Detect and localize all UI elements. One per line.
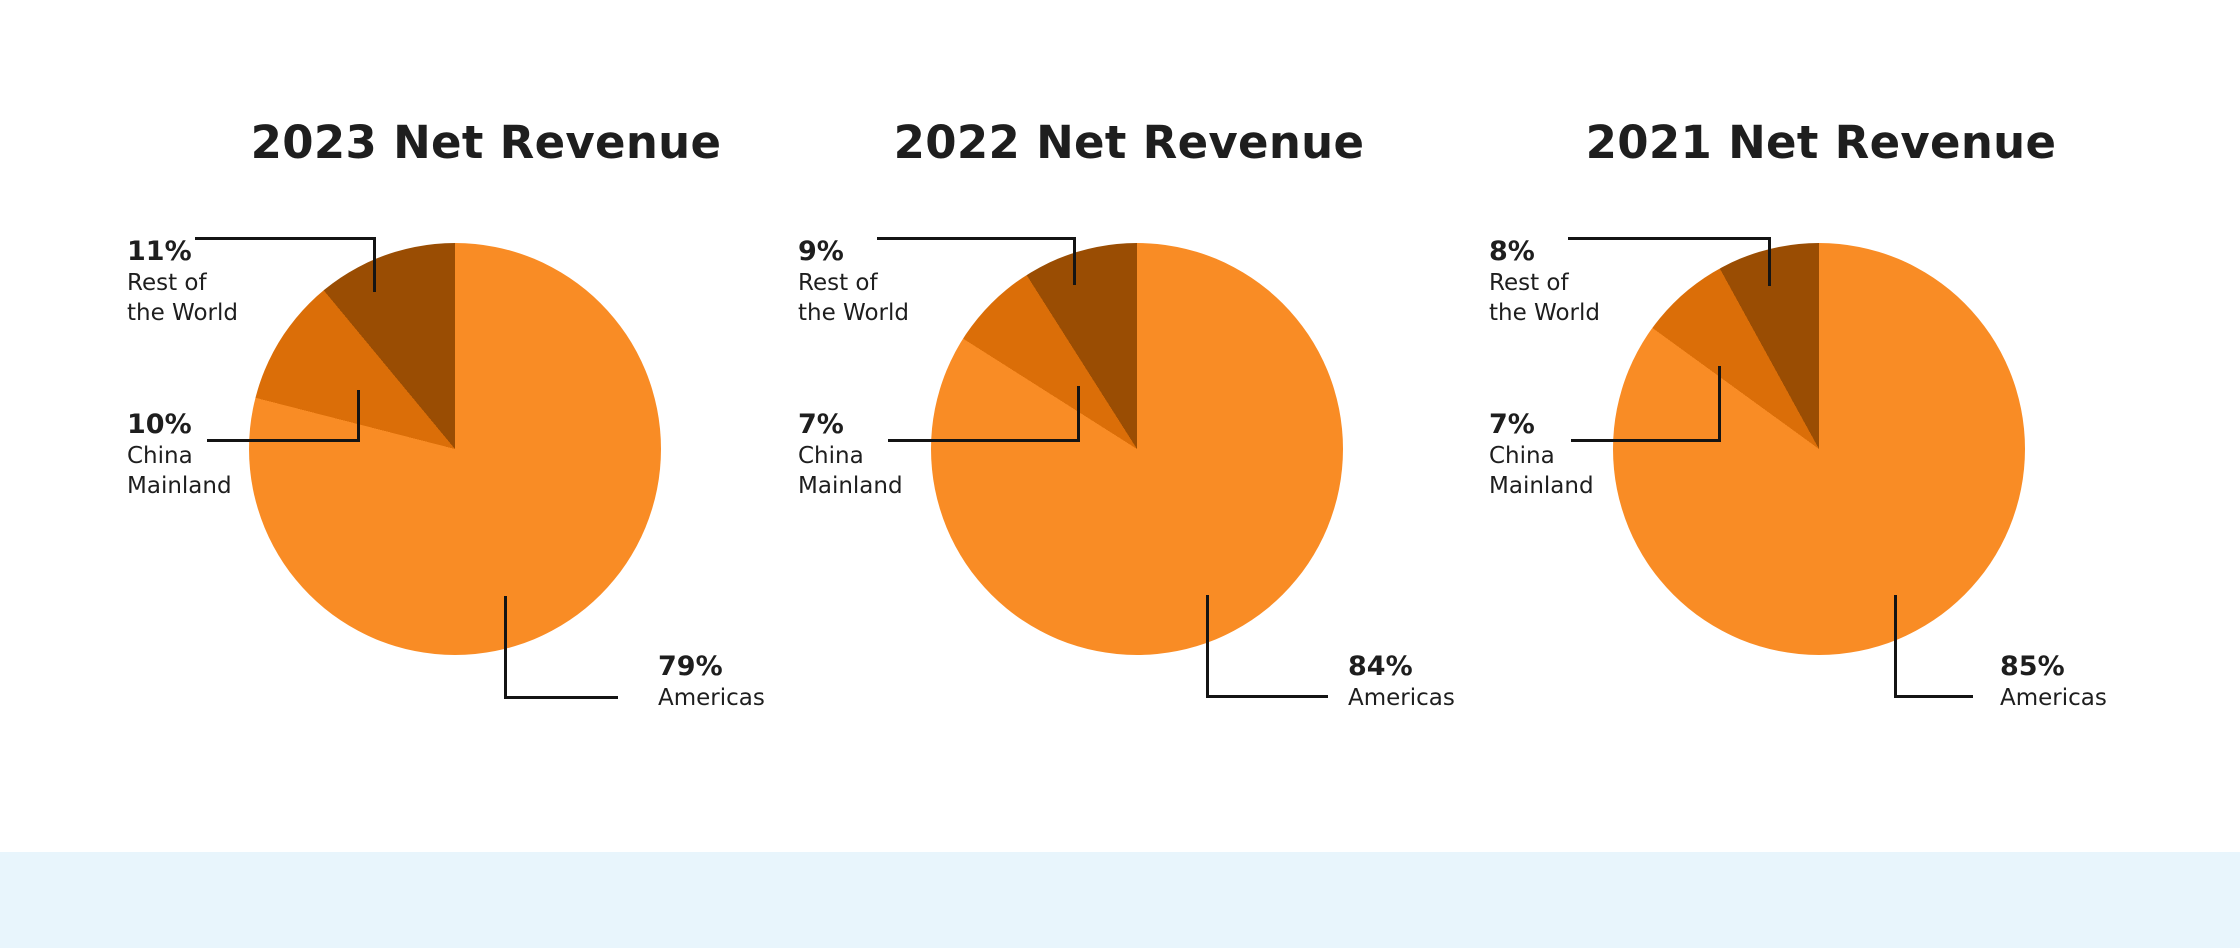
- callout-pct: 84%: [1348, 651, 1413, 682]
- leader-line-2021-china-h: [1571, 439, 1721, 442]
- callout-label-line: China: [1489, 443, 1555, 469]
- leader-line-2021-americas-h: [1894, 695, 1973, 698]
- callout-2021-china-mainland: 7% China Mainland: [1489, 408, 1594, 501]
- callout-2023-china-mainland: 10% China Mainland: [127, 408, 232, 501]
- callout-2023-rest-of-world: 11% Rest of the World: [127, 235, 238, 328]
- callout-pct: 10%: [127, 409, 192, 440]
- leader-line-2023-rest-of-world-v: [373, 237, 376, 292]
- leader-line-2022-rest-of-world-h: [877, 237, 1076, 240]
- callout-pct: 85%: [2000, 651, 2065, 682]
- chart-title-2022: 2022 Net Revenue: [893, 116, 1365, 169]
- pie-chart-2023: [249, 243, 661, 655]
- callout-pct: 7%: [1489, 409, 1535, 440]
- leader-line-2023-americas-h: [504, 696, 618, 699]
- callout-pct: 79%: [658, 651, 723, 682]
- leader-line-2021-china-v: [1718, 366, 1721, 442]
- pie-chart-2021: [1613, 243, 2025, 655]
- chart-title-2021: 2021 Net Revenue: [1585, 116, 2057, 169]
- pie-chart-2022: [931, 243, 1343, 655]
- callout-label-line: the World: [127, 300, 238, 326]
- footer-bar: FINsider: [0, 852, 2240, 948]
- leader-line-2022-americas-h: [1206, 695, 1328, 698]
- callout-label-line: Mainland: [127, 473, 232, 499]
- callout-2022-rest-of-world: 9% Rest of the World: [798, 235, 909, 328]
- callout-label-line: Mainland: [798, 473, 903, 499]
- callout-pct: 8%: [1489, 236, 1535, 267]
- leader-line-2022-china-v: [1077, 386, 1080, 442]
- callout-label-line: Rest of: [127, 270, 207, 296]
- callout-2022-americas: 84% Americas: [1348, 650, 1455, 713]
- leader-line-2023-rest-of-world-h: [195, 237, 376, 240]
- leader-line-2023-americas-v: [504, 596, 507, 699]
- leader-line-2022-china-h: [888, 439, 1080, 442]
- callout-label-line: Mainland: [1489, 473, 1594, 499]
- callout-2021-rest-of-world: 8% Rest of the World: [1489, 235, 1600, 328]
- callout-label-line: Americas: [1348, 685, 1455, 711]
- callout-label-line: Americas: [658, 685, 765, 711]
- leader-line-2022-americas-v: [1206, 595, 1209, 698]
- callout-pct: 7%: [798, 409, 844, 440]
- callout-label-line: Americas: [2000, 685, 2107, 711]
- chart-title-2023: 2023 Net Revenue: [250, 116, 722, 169]
- callout-2022-china-mainland: 7% China Mainland: [798, 408, 903, 501]
- leader-line-2022-rest-of-world-v: [1073, 237, 1076, 285]
- callout-label-line: Rest of: [1489, 270, 1569, 296]
- leader-line-2021-rest-of-world-v: [1768, 237, 1771, 286]
- callout-pct: 11%: [127, 236, 192, 267]
- leader-line-2023-china-h: [207, 439, 360, 442]
- callout-label-line: the World: [798, 300, 909, 326]
- callout-pct: 9%: [798, 236, 844, 267]
- callout-label-line: China: [127, 443, 193, 469]
- callout-label-line: China: [798, 443, 864, 469]
- leader-line-2021-americas-v: [1894, 595, 1897, 698]
- leader-line-2021-rest-of-world-h: [1568, 237, 1771, 240]
- callout-2021-americas: 85% Americas: [2000, 650, 2107, 713]
- leader-line-2023-china-v: [357, 390, 360, 442]
- callout-label-line: Rest of: [798, 270, 878, 296]
- callout-2023-americas: 79% Americas: [658, 650, 765, 713]
- callout-label-line: the World: [1489, 300, 1600, 326]
